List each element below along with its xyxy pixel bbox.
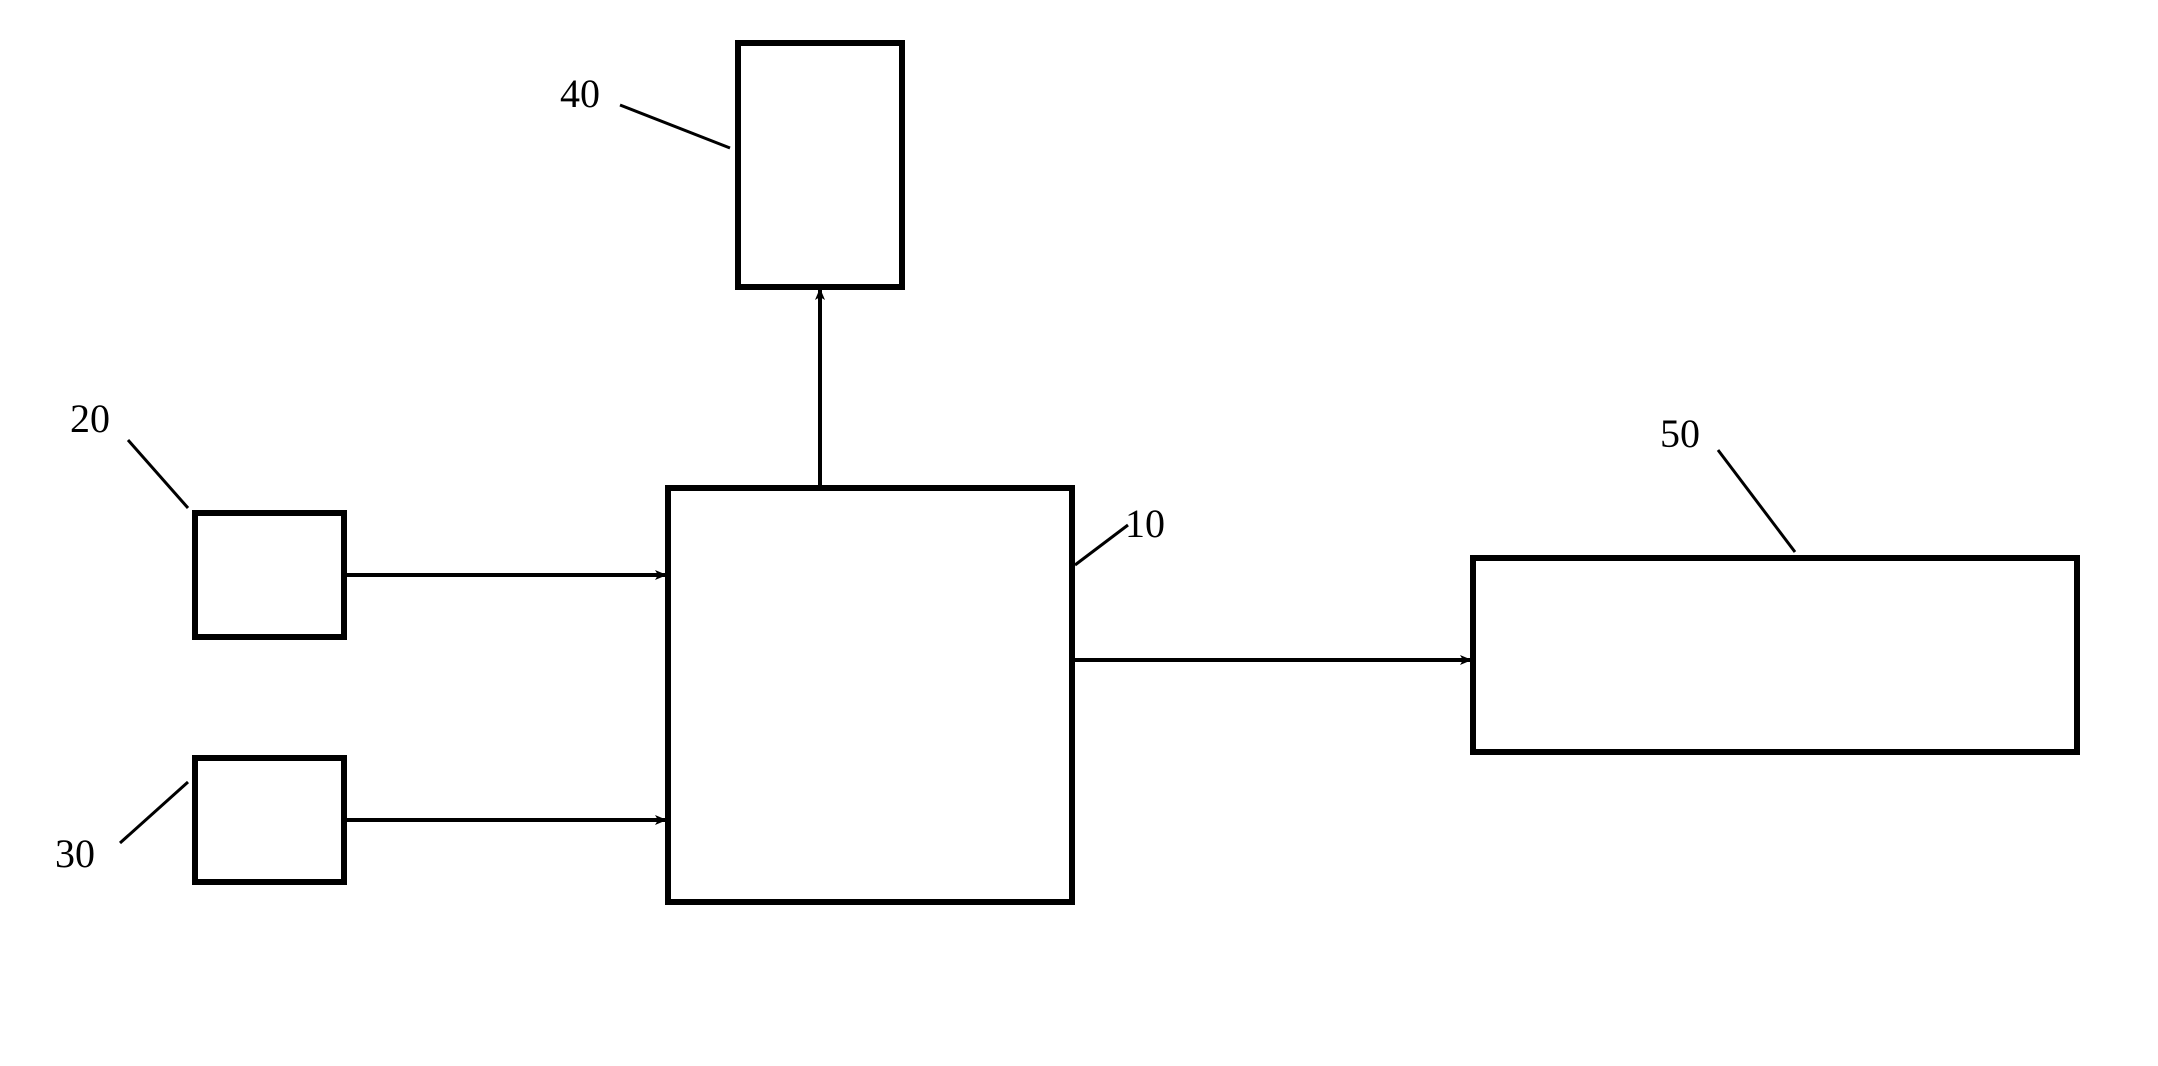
leader-ld50 (1718, 450, 1795, 552)
label-20: 20 (70, 395, 110, 442)
leader-ld20 (128, 440, 188, 508)
leader-ld10 (1075, 525, 1128, 565)
leader-ld40 (620, 105, 730, 148)
node-50 (1470, 555, 2080, 755)
node-10 (665, 485, 1075, 905)
node-30 (192, 755, 347, 885)
node-20 (192, 510, 347, 640)
label-40: 40 (560, 70, 600, 117)
label-50: 50 (1660, 410, 1700, 457)
node-40 (735, 40, 905, 290)
leader-ld30 (120, 782, 188, 843)
label-10: 10 (1125, 500, 1165, 547)
label-30: 30 (55, 830, 95, 877)
